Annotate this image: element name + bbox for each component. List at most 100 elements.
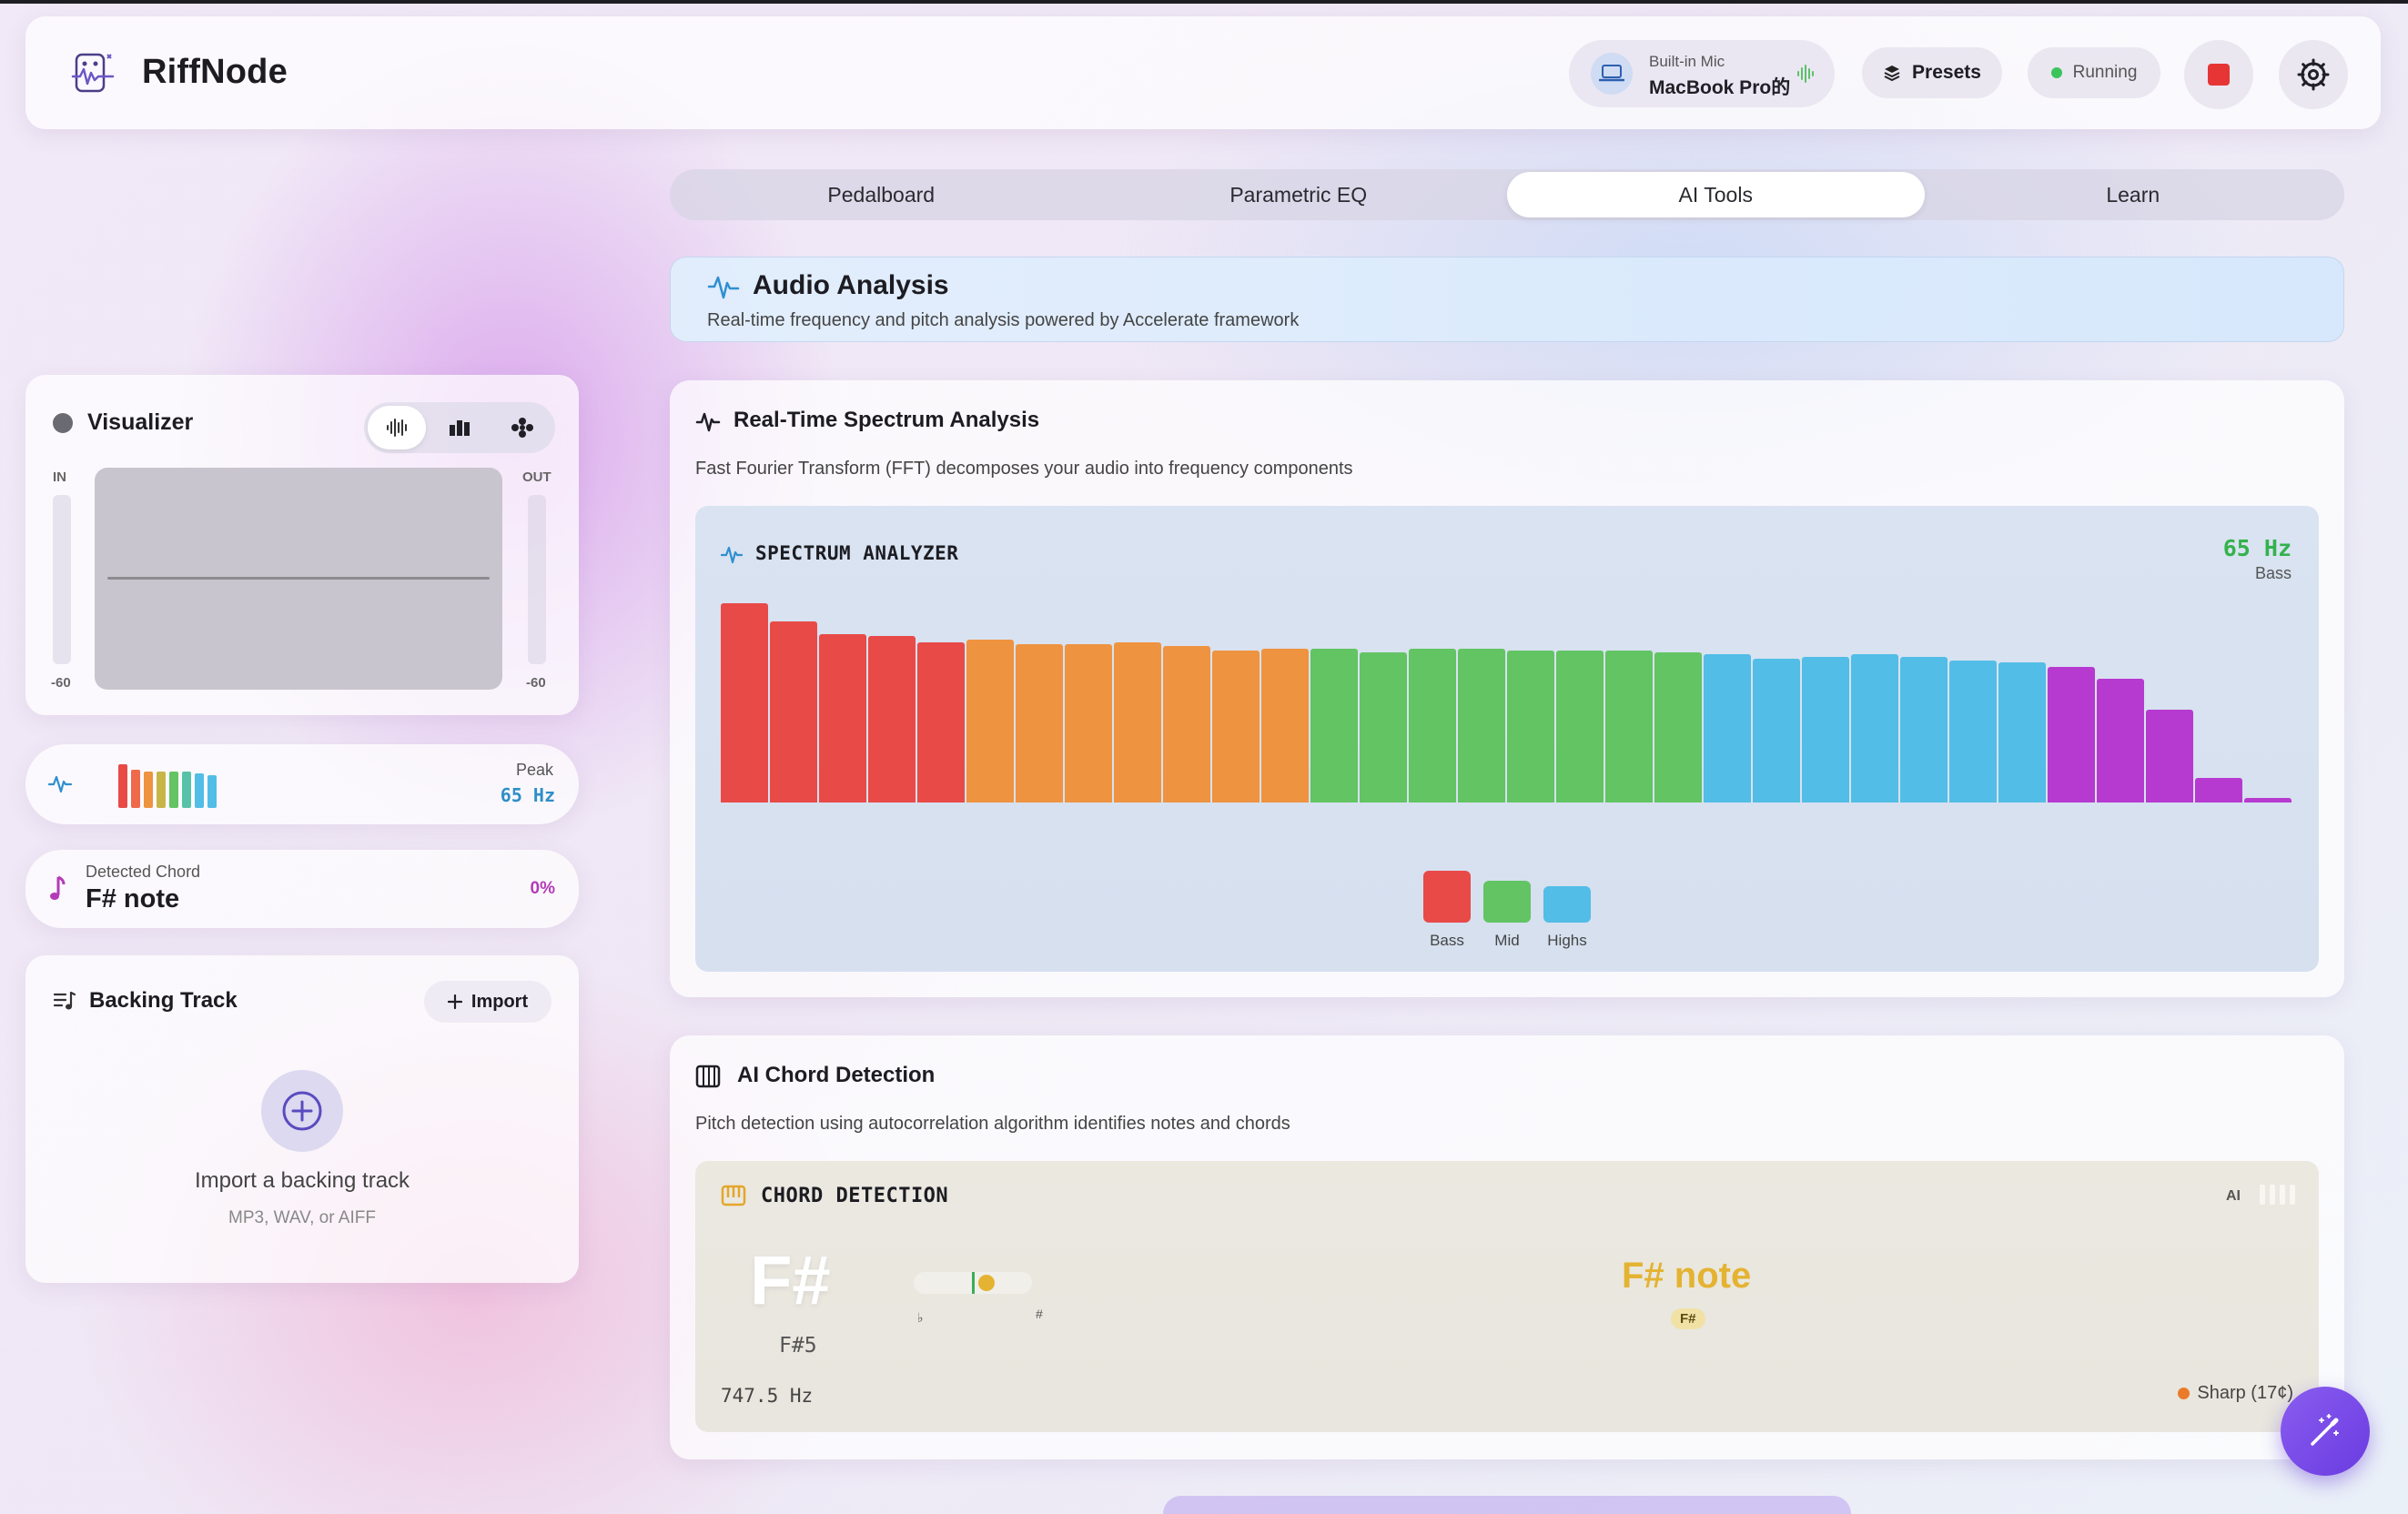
input-meter-label: IN <box>53 469 66 485</box>
chord-detection-panel: CHORD DETECTION AI F# F#5 ♭ # F# note F#… <box>695 1161 2319 1432</box>
ai-badge: AI <box>2226 1188 2241 1204</box>
chord-card-title: AI Chord Detection <box>737 1063 936 1087</box>
spectrum-bar <box>1949 661 1997 802</box>
backing-track-card: Backing Track Import Import a backing tr… <box>25 955 579 1283</box>
spectrum-bar <box>1851 654 1898 802</box>
engine-status-badge: Running <box>2028 47 2160 98</box>
tuning-dot-icon <box>2178 1388 2190 1399</box>
add-track-button[interactable] <box>261 1070 343 1152</box>
plus-icon <box>447 994 462 1009</box>
spectrum-bar <box>1654 652 1702 802</box>
spectrum-bar <box>1163 646 1210 802</box>
ai-assistant-button[interactable] <box>2281 1387 2370 1476</box>
spectrum-bar <box>1458 648 1505 802</box>
window-top-edge <box>0 0 2408 4</box>
presets-button[interactable]: Presets <box>1862 47 2002 98</box>
spectrum-bar <box>1065 643 1112 802</box>
chord-note-chip: F# <box>1671 1308 1705 1329</box>
waveform-mode-icon <box>387 419 407 437</box>
piano-icon <box>695 1065 721 1088</box>
audio-analysis-banner: Audio Analysis Real-time frequency and p… <box>670 257 2344 342</box>
bars-mode-button[interactable] <box>430 406 489 449</box>
spectrum-bar <box>2195 777 2242 802</box>
output-meter-db: -60 <box>526 675 546 691</box>
legend-swatch <box>1423 871 1471 923</box>
empty-state-formats: MP3, WAV, or AIFF <box>228 1208 376 1227</box>
import-label: Import <box>470 991 529 1012</box>
spectrum-bar <box>1016 643 1063 802</box>
device-name: MacBook Pro的 <box>1649 77 1791 98</box>
spectrum-bar <box>1212 650 1260 802</box>
keyboard-icon <box>721 1185 746 1206</box>
spectrum-pulse-icon <box>721 546 743 564</box>
bars-mode-icon <box>450 420 470 436</box>
legend-item-bass: Bass <box>1423 870 1471 950</box>
spectrum-bar <box>1310 648 1358 802</box>
spectrum-bar <box>1507 650 1554 802</box>
pulse-icon <box>695 412 721 432</box>
spectrum-bar <box>770 621 817 802</box>
ai-chord-detection-card: AI Chord Detection Pitch detection using… <box>670 1035 2344 1459</box>
ai-confidence-meter <box>2260 1185 2295 1205</box>
tab-parametric-eq[interactable]: Parametric EQ <box>1229 182 1368 207</box>
waveform-mode-button[interactable] <box>368 406 426 449</box>
chord-card-subtitle: Pitch detection using autocorrelation al… <box>695 1114 1290 1134</box>
spectrum-panel-label: SPECTRUM ANALYZER <box>755 542 959 564</box>
dominant-band: Bass <box>2254 564 2292 582</box>
music-note-icon <box>50 875 66 900</box>
import-button[interactable]: Import <box>424 981 551 1023</box>
spectrum-bar <box>966 640 1014 802</box>
app-header: RiffNode Built-in Mic MacBook Pro的 Prese… <box>25 16 2381 129</box>
circles-mode-icon <box>511 418 533 438</box>
spectrum-bar <box>868 635 916 802</box>
spectrum-subtitle: Fast Fourier Transform (FFT) decomposes … <box>695 459 1353 479</box>
peak-label: Peak <box>515 761 553 779</box>
laptop-icon <box>1591 53 1633 95</box>
legend-swatch <box>1483 881 1531 923</box>
spectrum-bar <box>1605 650 1653 802</box>
gear-icon <box>2297 58 2330 91</box>
input-device-selector[interactable]: Built-in Mic MacBook Pro的 <box>1569 40 1835 107</box>
sharp-symbol: # <box>1036 1307 1043 1321</box>
peak-pulse-icon <box>47 775 73 793</box>
legend-label: Bass <box>1430 932 1464 949</box>
visualizer-icon <box>53 413 73 433</box>
legend-swatch <box>1543 886 1591 923</box>
legend-label: Mid <box>1494 932 1520 949</box>
tuning-status: Sharp (17¢) <box>2178 1383 2293 1404</box>
plus-circle-icon <box>282 1091 322 1131</box>
banner-title: Audio Analysis <box>753 270 949 300</box>
note-octave: F#5 <box>779 1334 817 1358</box>
flat-symbol: ♭ <box>917 1310 924 1325</box>
music-list-icon <box>53 991 76 1010</box>
spectrum-bar <box>1900 656 1948 802</box>
spectrum-analyzer-panel: SPECTRUM ANALYZER 65 Hz Bass Bass Mid High… <box>695 506 2319 972</box>
peak-frequency-card: Peak 65 Hz <box>25 744 579 824</box>
spectrum-bar <box>2244 798 2292 802</box>
band-legend: Bass Mid Highs <box>695 870 2319 950</box>
detected-chord-card: Detected Chord F# note 0% <box>25 850 579 928</box>
spectrum-bar <box>2146 710 2193 802</box>
legend-label: Highs <box>1547 932 1587 949</box>
spectrum-bar <box>819 633 866 802</box>
circular-mode-button[interactable] <box>493 406 551 449</box>
chord-panel-label: CHORD DETECTION <box>761 1185 949 1207</box>
tab-pedalboard[interactable]: Pedalboard <box>827 182 936 207</box>
spectrum-bar <box>1753 658 1800 802</box>
detected-chord-value: F# note <box>86 884 180 913</box>
spectrum-bar <box>721 602 768 802</box>
output-level-meter <box>528 495 546 664</box>
tab-ai-tools[interactable]: AI Tools <box>1507 172 1925 217</box>
mini-spectrum-icon <box>118 764 217 808</box>
detected-chord-name: F# note <box>1622 1256 1752 1296</box>
waveform-trace <box>107 577 490 580</box>
input-level-icon <box>1797 65 1814 83</box>
tab-learn[interactable]: Learn <box>2106 182 2160 207</box>
stop-button[interactable] <box>2184 40 2253 109</box>
settings-button[interactable] <box>2279 40 2348 109</box>
detected-note: F# <box>750 1242 831 1319</box>
spectrum-bar <box>1704 654 1751 802</box>
spectrum-bar <box>917 641 965 802</box>
visualizer-mode-selector <box>364 402 555 453</box>
output-meter-label: OUT <box>522 469 551 485</box>
